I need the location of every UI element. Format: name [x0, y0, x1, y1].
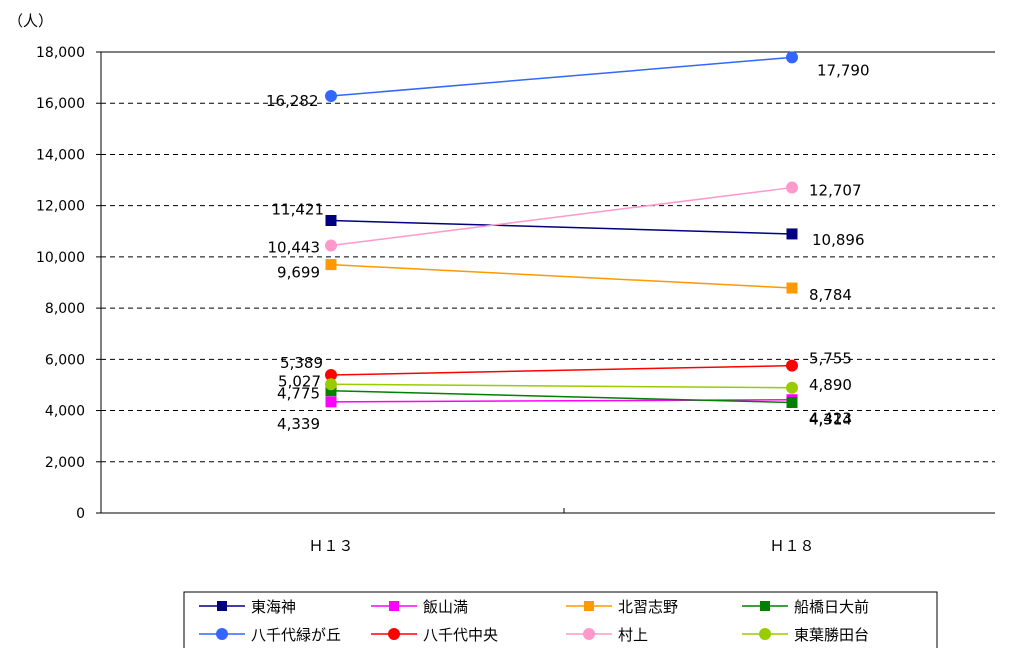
series-6-label-1: 12,707: [809, 182, 862, 200]
series-0-label-0: 11,421: [272, 200, 325, 218]
y-tick-labels: 0 2,000 4,000 6,000 8,000 10,000 12,000 14,000 1…: [36, 45, 85, 522]
legend-label-4: 八千代緑が丘: [251, 626, 341, 644]
y-tick-label-14000: 14,000: [36, 147, 85, 163]
series-1-point-0: [325, 396, 337, 408]
legend-item-1: 飯山満: [371, 598, 468, 616]
legend-item-0: 東海神: [199, 598, 296, 616]
series-5-line: [330, 364, 793, 376]
x-tick-label-0: Ｈ１３: [308, 537, 353, 555]
series-0-line: [330, 219, 793, 235]
legend-marker-3: [760, 601, 770, 611]
legend-label-0: 東海神: [251, 598, 296, 616]
series-2-point-0: [325, 259, 337, 271]
series-5-label-1: 5,755: [809, 350, 852, 368]
y-tick-label-6000: 6,000: [45, 352, 85, 368]
y-tick-label-12000: 12,000: [36, 199, 85, 215]
y-tick-label-16000: 16,000: [36, 96, 85, 112]
legend-item-6: 村上: [566, 626, 648, 644]
series-4-label-1: 17,790: [817, 61, 870, 79]
series-7-line: [330, 383, 793, 389]
legend-marker-5: [388, 628, 400, 640]
y-tick-label-2000: 2,000: [45, 455, 85, 471]
series-6-label-0: 10,443: [268, 239, 321, 257]
legend-label-6: 村上: [618, 626, 648, 644]
series-7-point-1: [786, 381, 798, 394]
legend-label-2: 北習志野: [618, 598, 678, 616]
legend-label-7: 東葉勝田台: [794, 626, 869, 644]
series-3-label-0: 4,775: [277, 385, 320, 403]
series-3-point-0: [325, 385, 337, 397]
series-5-point-0: [325, 368, 337, 381]
y-tick-label-10000: 10,000: [36, 250, 85, 266]
legend-marker-7: [759, 628, 771, 640]
y-tick-label-8000: 8,000: [45, 301, 85, 317]
series-4-point-1: [786, 51, 798, 64]
legend-label-5: 八千代中央: [423, 626, 498, 644]
series-1-label-0: 4,339: [277, 415, 320, 433]
series-0-point-0: [325, 214, 337, 226]
legend-label-3: 船橋日大前: [794, 598, 869, 616]
series-4-line: [330, 56, 793, 97]
legend-marker-4: [216, 628, 228, 640]
legend-box: [183, 591, 938, 648]
series-6-point-0: [325, 239, 337, 252]
series-3-label-1: 4,314: [809, 411, 852, 429]
series-3-point-1: [786, 397, 798, 409]
y-axis-unit-label: （人）: [8, 12, 53, 30]
axes: [96, 51, 995, 514]
gridlines: [101, 102, 995, 463]
data-labels: 11,421 10,896 4,339 4,423 9,699 8,784 4,775 4,3…: [266, 61, 870, 432]
legend-label-1: 飯山満: [423, 598, 468, 616]
y-tick-label-0: 0: [76, 506, 85, 522]
series-2-label-1: 8,784: [809, 286, 852, 304]
series-markers: [325, 51, 798, 409]
legend-item-3: 船橋日大前: [742, 598, 869, 616]
legend-marker-0: [217, 601, 227, 611]
series-lines: [330, 56, 793, 404]
series-2-label-0: 9,699: [277, 264, 320, 282]
legend-item-2: 北習志野: [566, 598, 678, 616]
x-tick-labels: Ｈ１３ Ｈ１８: [308, 537, 814, 555]
series-0-label-1: 10,896: [812, 231, 865, 249]
y-tick-label-18000: 18,000: [36, 45, 85, 61]
legend-item-7: 東葉勝田台: [742, 626, 869, 644]
series-3-line: [330, 389, 793, 404]
series-6-line: [330, 186, 793, 247]
series-6-point-1: [786, 181, 798, 194]
legend-marker-6: [583, 628, 595, 640]
series-0-point-1: [786, 228, 798, 240]
series-5-label-0: 5,389: [280, 354, 323, 372]
series-1-label-1: 4,423: [809, 410, 852, 428]
legend-item-5: 八千代中央: [371, 626, 498, 644]
series-4-label-0: 16,282: [266, 92, 319, 110]
series-5-point-1: [786, 359, 798, 372]
legend-marker-2: [584, 601, 594, 611]
y-tick-label-4000: 4,000: [45, 404, 85, 420]
series-4-point-0: [325, 89, 337, 102]
series-7-point-0: [325, 378, 337, 391]
legend-item-4: 八千代緑が丘: [199, 626, 341, 644]
series-7-label-1: 4,890: [809, 376, 852, 394]
legend-marker-1: [389, 601, 399, 611]
series-7-label-0: 5,027: [278, 372, 321, 390]
x-tick-label-1: Ｈ１８: [769, 537, 814, 555]
series-2-point-1: [786, 282, 798, 294]
series-2-line: [330, 263, 793, 289]
